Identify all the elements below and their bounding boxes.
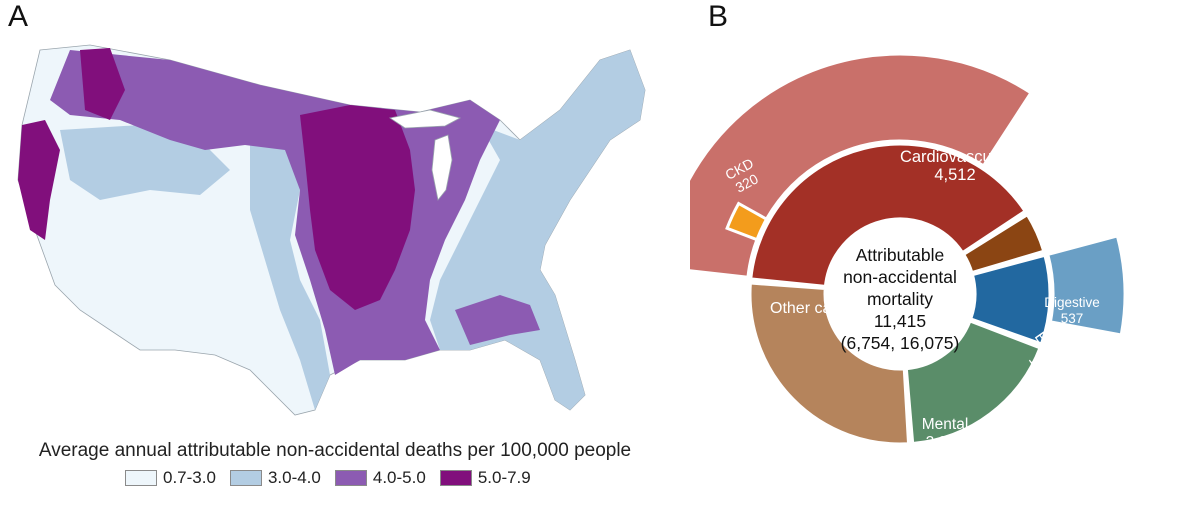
legend-swatch-0.7-3.0 <box>125 470 157 486</box>
map-region-plains-band <box>250 130 330 410</box>
legend-label: 4.0-5.0 <box>372 468 426 487</box>
map-lake-superior <box>388 109 462 129</box>
legend-label: 5.0-7.9 <box>477 468 531 487</box>
sunburst-inner-mental <box>904 318 1042 446</box>
sunburst-outer-diabetes <box>1045 234 1127 337</box>
sunburst-center-label: Attributable non-accidental mortality 11… <box>835 244 965 354</box>
map-legend-title: Average annual attributable non-accident… <box>38 440 632 461</box>
map-lake-michigan <box>431 134 453 201</box>
sunburst-center <box>827 221 973 367</box>
center-line-1: Attributable <box>855 245 945 265</box>
sunburst-outer-ischemic-heart-disease <box>690 52 1034 279</box>
label-mental: Mental 2,083 <box>921 416 969 451</box>
legend-swatch-5.0-7.9 <box>439 470 472 486</box>
map-legend: 0.7-3.0 3.0-4.0 4.0-5.0 5.0-7.9 <box>125 468 531 488</box>
map-region-southeast <box>455 295 540 345</box>
label-other-causes: Other causes <box>770 300 866 317</box>
legend-swatch-3.0-4.0 <box>229 470 262 486</box>
legend-item-3: 4.0-5.0 <box>334 468 426 488</box>
legend-item-1: 0.7-3.0 <box>125 468 216 488</box>
legend-label: 3.0-4.0 <box>267 468 321 487</box>
sunburst-inner-endocrine <box>968 253 1052 346</box>
map-region-north <box>80 48 125 120</box>
panel-label-a: A <box>8 0 29 33</box>
us-choropleth-map <box>17 44 646 416</box>
center-total: 11,415 <box>873 311 927 331</box>
legend-item-4: 5.0-7.9 <box>439 468 531 488</box>
center-ci: (6,754, 16,075) <box>840 333 960 353</box>
label-digestive: Digestive 537 <box>1044 295 1100 326</box>
center-line-3: mortality <box>866 289 934 309</box>
sunburst-inner-other-causes <box>748 281 911 446</box>
sunburst-inner-digestive <box>961 212 1046 275</box>
map-region-westcoast <box>18 120 60 240</box>
label-cardiovascular: Cardiovascular 4,512 <box>899 148 1011 184</box>
legend-swatch-4.0-5.0 <box>334 470 367 486</box>
legend-item-2: 3.0-4.0 <box>229 468 321 488</box>
map-region-midwest <box>300 105 415 310</box>
panel-label-b: B <box>708 0 729 33</box>
sunburst-inner-cardiovascular <box>749 142 1028 289</box>
legend-label: 0.7-3.0 <box>163 468 216 487</box>
sunburst-outer-ckd <box>725 201 769 242</box>
center-line-2: non-accidental <box>843 267 957 287</box>
sunburst-chart <box>690 52 1127 446</box>
